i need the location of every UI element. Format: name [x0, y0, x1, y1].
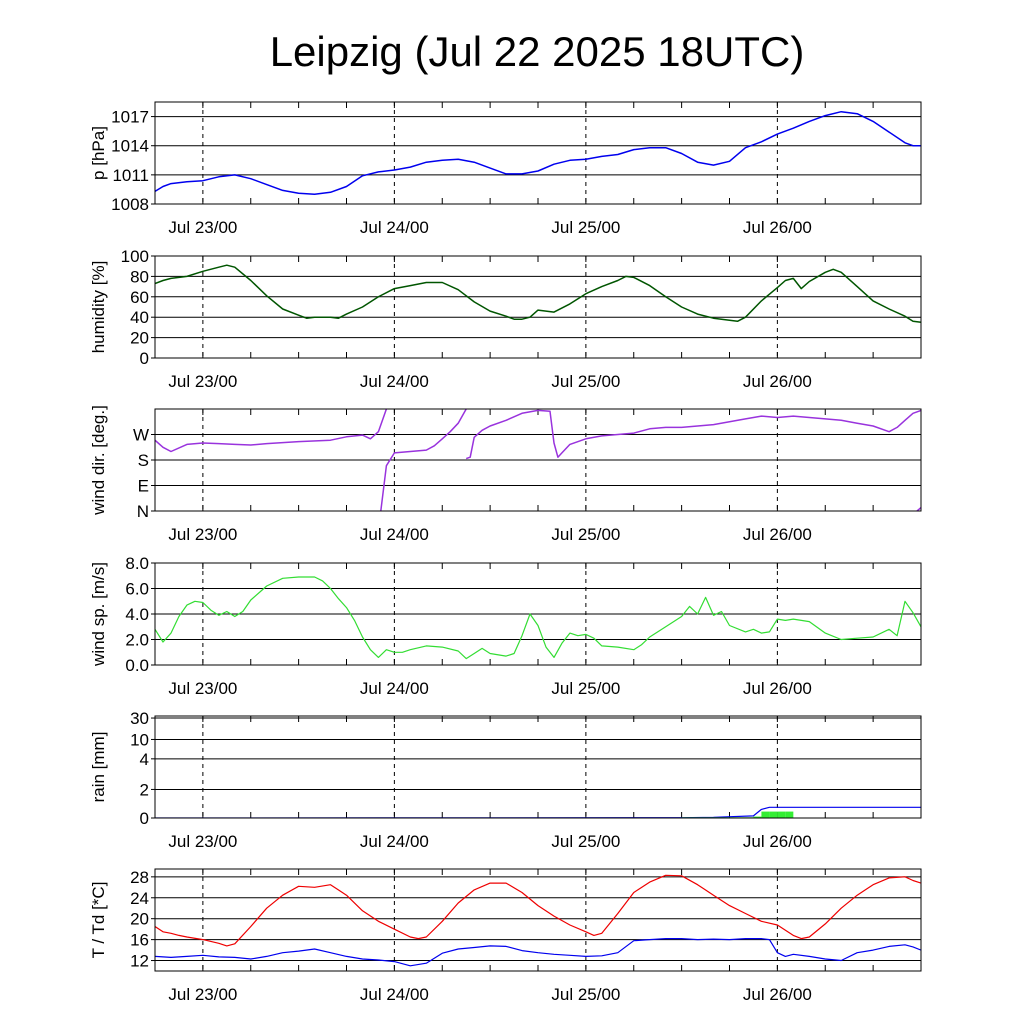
series-line-pressure-0-0	[155, 110, 921, 196]
series-line-wind_speed-0-0	[155, 576, 921, 660]
xtick-label-wind_speed-1: Jul 24/00	[360, 679, 429, 698]
xtick-label-pressure-0: Jul 23/00	[168, 218, 237, 237]
xtick-label-rain-1: Jul 24/00	[360, 832, 429, 851]
rain-bar-10	[761, 811, 770, 818]
ytick-label-humidity-4: 80	[130, 267, 149, 286]
ylabel-rain: rain [mm]	[89, 732, 108, 803]
plot-frame-rain	[154, 715, 922, 819]
series-line-wind_dir-0-2	[465, 409, 921, 460]
xtick-label-rain-0: Jul 23/00	[168, 832, 237, 851]
xtick-label-wind_dir-2: Jul 25/00	[551, 525, 620, 544]
ytick-label-temperature-3: 24	[130, 889, 149, 908]
ytick-label-pressure-2: 1014	[111, 137, 149, 156]
ytick-label-humidity-3: 60	[130, 288, 149, 307]
panel-rain: 0 2 410 30 rain [mm] Jul 23/00 Jul 24/00 Jul 25…	[89, 709, 922, 851]
ytick-label-wind_speed-0: 0.0	[125, 656, 149, 675]
ytick-label-rain-3: 10	[130, 730, 149, 749]
xtick-label-wind_speed-3: Jul 26/00	[743, 679, 812, 698]
ytick-label-humidity-1: 20	[130, 329, 149, 348]
panel-temperature: 12 16 20 24 28 T / Td [*C] Jul 23/00 Jul 24/00 J…	[89, 868, 922, 1004]
ylabel-wind_speed: wind sp. [m/s]	[89, 562, 108, 667]
series-line-wind_dir-0-3	[916, 507, 921, 511]
rain-bar-12	[777, 811, 786, 818]
ytick-label-pressure-3: 1017	[111, 108, 149, 127]
series-line-temperature-0-0	[155, 874, 921, 947]
ytick-label-wind_dir-3: W	[133, 426, 149, 445]
xtick-label-pressure-2: Jul 25/00	[551, 218, 620, 237]
ytick-label-wind_speed-1: 2.0	[125, 631, 149, 650]
ytick-label-wind_speed-2: 4.0	[125, 605, 149, 624]
plot-frame-temperature	[154, 868, 922, 972]
rain-bar-13	[785, 811, 794, 818]
ytick-label-rain-1: 2	[140, 780, 149, 799]
plot-frame-pressure	[154, 101, 922, 205]
ytick-label-wind_speed-3: 6.0	[125, 580, 149, 599]
series-line-wind_dir-0-1	[380, 409, 467, 511]
xtick-label-rain-3: Jul 26/00	[743, 832, 812, 851]
plot-frame-humidity	[154, 255, 922, 359]
ytick-label-rain-0: 0	[140, 809, 149, 828]
ytick-label-pressure-0: 1008	[111, 195, 149, 214]
ytick-label-wind_dir-0: N	[137, 502, 149, 521]
ylabel-pressure: p [hPa]	[89, 126, 108, 180]
ytick-label-wind_dir-2: S	[138, 451, 149, 470]
ylabel-humidity: humidity [%]	[89, 261, 108, 354]
xtick-label-temperature-1: Jul 24/00	[360, 985, 429, 1004]
ytick-label-rain-4: 30	[130, 709, 149, 728]
chart-title: Leipzig (Jul 22 2025 18UTC)	[270, 28, 805, 75]
xtick-label-temperature-0: Jul 23/00	[168, 985, 237, 1004]
xtick-label-pressure-3: Jul 26/00	[743, 218, 812, 237]
ytick-label-pressure-1: 1011	[112, 166, 149, 185]
ytick-label-rain-2: 4	[140, 750, 149, 769]
xtick-label-humidity-2: Jul 25/00	[551, 372, 620, 391]
xtick-label-rain-2: Jul 25/00	[551, 832, 620, 851]
xtick-label-humidity-3: Jul 26/00	[743, 372, 812, 391]
xtick-label-temperature-2: Jul 25/00	[551, 985, 620, 1004]
xtick-label-humidity-1: Jul 24/00	[360, 372, 429, 391]
xtick-label-temperature-3: Jul 26/00	[743, 985, 812, 1004]
ytick-label-temperature-4: 28	[130, 868, 149, 887]
xtick-label-wind_dir-3: Jul 26/00	[743, 525, 812, 544]
ytick-label-humidity-5: 100	[121, 247, 149, 266]
ylabel-wind_dir: wind dir. [deg.]	[89, 405, 108, 516]
panel-wind_speed: 0.0 2.0 4.0 6.0 8.0 wind sp. [m/s] Jul 23/00 Ju…	[89, 554, 922, 698]
ytick-label-wind_speed-4: 8.0	[125, 554, 149, 573]
xtick-label-wind_speed-0: Jul 23/00	[168, 679, 237, 698]
ytick-label-temperature-0: 12	[130, 952, 149, 971]
ytick-label-temperature-1: 16	[130, 931, 149, 950]
ytick-label-wind_dir-1: E	[138, 477, 149, 496]
ytick-label-humidity-0: 0	[140, 349, 149, 368]
xtick-label-wind_speed-2: Jul 25/00	[551, 679, 620, 698]
xtick-label-humidity-0: Jul 23/00	[168, 372, 237, 391]
rain-bar-9	[753, 816, 762, 818]
xtick-label-wind_dir-1: Jul 24/00	[360, 525, 429, 544]
xtick-label-pressure-1: Jul 24/00	[360, 218, 429, 237]
ylabel-temperature: T / Td [*C]	[89, 882, 108, 959]
xtick-label-wind_dir-0: Jul 23/00	[168, 525, 237, 544]
series-line-wind_dir-0-0	[155, 409, 388, 453]
ytick-label-humidity-2: 40	[130, 308, 149, 327]
series-line-temperature-1-0	[155, 938, 921, 967]
ytick-label-temperature-2: 20	[130, 910, 149, 929]
series-line-humidity-0-0	[155, 264, 921, 324]
rain-bar-11	[769, 811, 778, 818]
